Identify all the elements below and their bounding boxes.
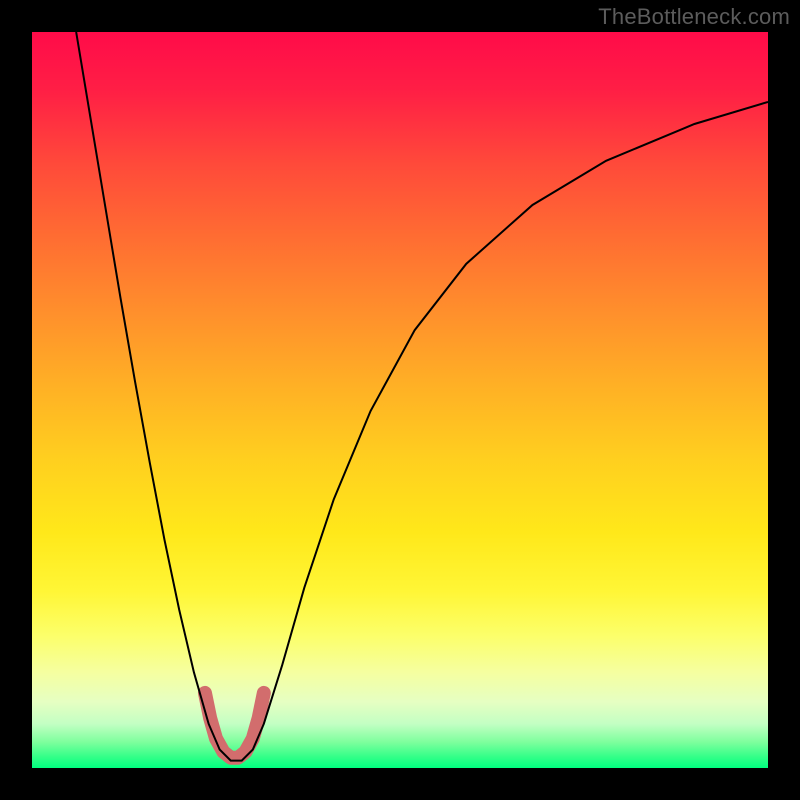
watermark-text: TheBottleneck.com xyxy=(598,4,790,30)
curve-line xyxy=(76,32,768,761)
highlight-segment xyxy=(205,693,264,758)
bottleneck-curve xyxy=(32,32,768,768)
chart-plot-area xyxy=(32,32,768,768)
